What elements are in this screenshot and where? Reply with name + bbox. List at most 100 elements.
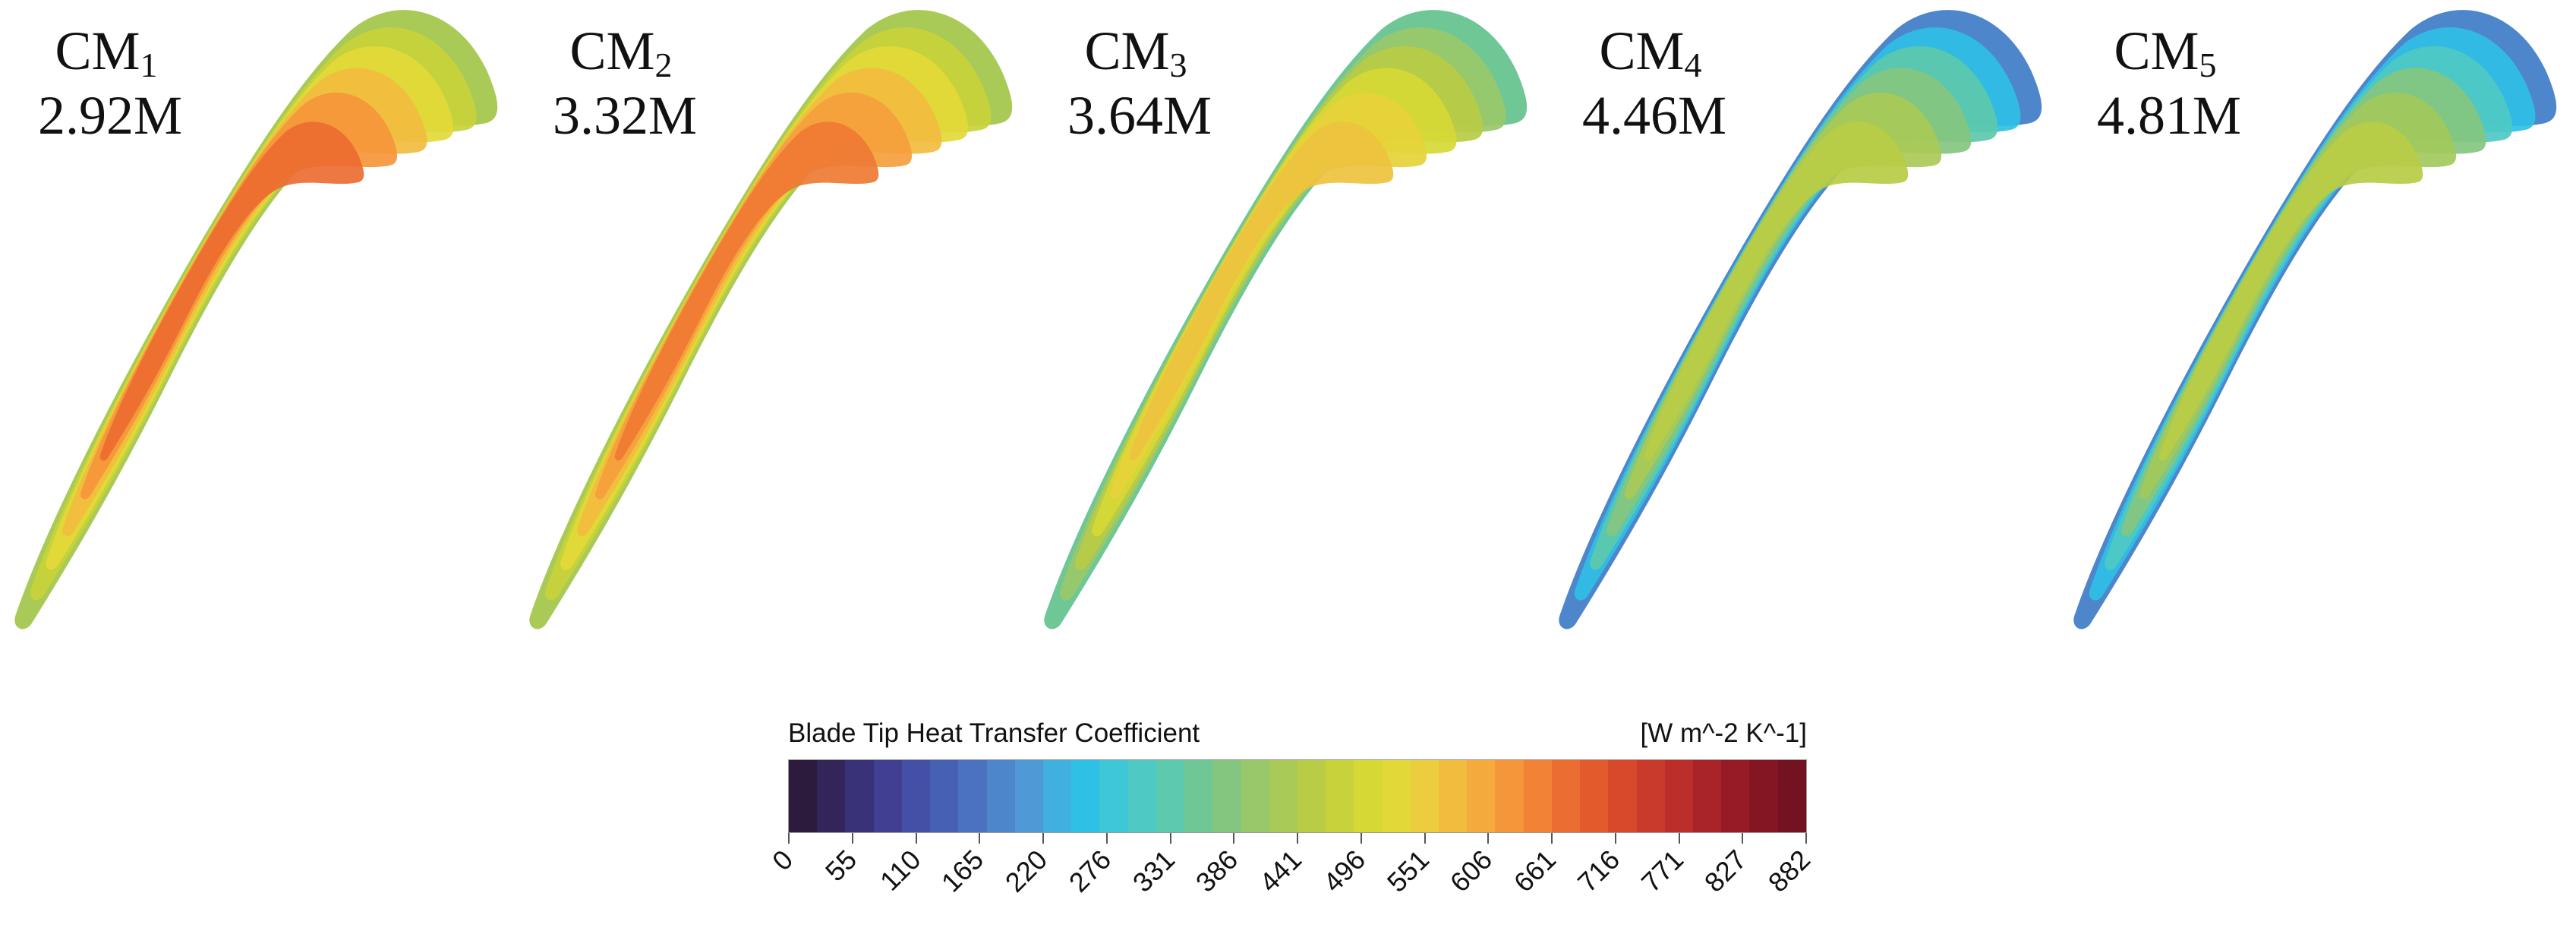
case-label-cm3: CM3 [1084,21,1187,84]
colorbar-band [1071,760,1100,832]
legend-units: [W m^-2 K^-1] [1640,718,1807,748]
colorbar-tick [1360,833,1362,844]
colorbar-band [1297,760,1326,832]
mesh-size-cm4: 4.46M [1581,85,1727,146]
blade-contour-band [80,93,398,500]
colorbar-tick-label: 110 [873,844,927,897]
colorbar-band [1636,760,1665,832]
colorbar-tick [1614,833,1616,844]
blade-contour-band [614,121,879,461]
colorbar-band [1354,760,1383,832]
colorbar-band [958,760,987,832]
colorbar-tick-label: 496 [1316,844,1371,898]
case-label-cm5: CM5 [2114,21,2217,84]
colorbar-tick-label: 165 [935,844,990,898]
blade-contour-band [99,121,364,461]
colorbar-tick-label: 771 [1635,844,1689,898]
blade-contour-band [2139,93,2457,500]
colorbar-tick [851,833,853,844]
legend-title: Blade Tip Heat Transfer Coefficient [788,718,1200,748]
colorbar-tick-label: 441 [1253,844,1308,898]
colorbar-tick [1169,833,1171,844]
colorbar-tick-label: 276 [1062,844,1117,898]
mesh-size-cm2: 3.32M [552,85,698,146]
mesh-size-cm5: 4.81M [2096,85,2242,146]
blade-panel-cm1: CM1 2.92M [0,0,515,653]
colorbar-tick [1105,833,1108,844]
colorbar-tick-label: 827 [1698,844,1753,898]
colorbar-band [1693,760,1722,832]
colorbar-band [873,760,902,832]
colorbar-tick [1233,833,1235,844]
colorbar-band [1326,760,1354,832]
blade-tip-contour-cm3 [1044,10,1528,630]
colorbar-band [1184,760,1213,832]
blade-contour-band [1129,121,1394,461]
colorbar-band [1777,760,1806,832]
blade-contour-band [2105,46,2513,570]
colorbar-tick-label: 386 [1189,844,1244,898]
blade-contour-band [595,93,913,500]
blade-tip-contour-cm2 [529,10,1013,630]
blade-contour-band [577,68,942,537]
colorbar-tick-label: 0 [766,844,799,877]
colorbar-band [1495,760,1524,832]
colorbar-tick-label: 882 [1761,844,1817,898]
colorbar-tick [1805,833,1807,844]
colorbar-tick-label: 606 [1443,844,1499,898]
blade-panel-cm5: CM5 4.81M [2059,0,2574,653]
colorbar-band [1099,760,1128,832]
case-label-cm1: CM1 [55,21,158,84]
colorbar-band [901,760,931,832]
colorbar-band [1721,760,1750,832]
colorbar-tick-label: 220 [998,844,1054,898]
blade-tip-contour-cm5 [2073,10,2557,630]
colorbar-band [1439,760,1468,832]
blade-panel-cm2: CM2 3.32M [515,0,1029,653]
blade-contour-band [1644,121,1909,461]
blade-contour-band [1606,68,1972,537]
blade-contour-band [2121,68,2486,537]
colorbar [788,759,1807,833]
colorbar-band [817,760,846,832]
colorbar-tick-label: 661 [1507,844,1562,898]
colorbar-band [1664,760,1693,832]
mesh-size-cm3: 3.64M [1067,85,1212,146]
colorbar-tick [1042,833,1044,844]
colorbar-band [789,760,818,832]
blade-contour-band [1625,93,1942,500]
blade-contour-band [1075,46,1483,570]
colorbar-band [1523,760,1552,832]
colorbar-band [845,760,874,832]
blade-tip-contour-cm1 [14,10,498,630]
case-label-cm2: CM2 [569,21,673,84]
blade-contour-band [1110,93,1427,500]
colorbar-band [930,760,959,832]
colorbar-tick-label: 55 [818,844,862,888]
blade-contour-band [560,46,969,570]
colorbar-band [1212,760,1241,832]
colorbar-band [1551,760,1581,832]
colorbar-tick [1424,833,1426,844]
colorbar-tick-label: 716 [1571,844,1625,898]
blade-contour-band [62,68,427,537]
colorbar-tick [1678,833,1680,844]
colorbar-tick [1742,833,1744,844]
colorbar-tick [1551,833,1553,844]
colorbar-band [986,760,1015,832]
colorbar-tick [915,833,917,844]
case-label-cm4: CM4 [1599,21,1702,84]
blade-panel-cm3: CM3 3.64M [1029,0,1544,653]
colorbar-band [1608,760,1637,832]
blade-tip-contour-cm4 [1559,10,2042,630]
colorbar-tick-label: 551 [1380,844,1435,898]
colorbar-band [1156,760,1185,832]
colorbar-band [1580,760,1609,832]
colorbar-ticks [788,833,1807,848]
colorbar-band [1410,760,1439,832]
blade-contour-band [46,46,454,570]
colorbar-tick [1487,833,1490,844]
colorbar-tick [979,833,981,844]
colorbar-band [1014,760,1043,832]
